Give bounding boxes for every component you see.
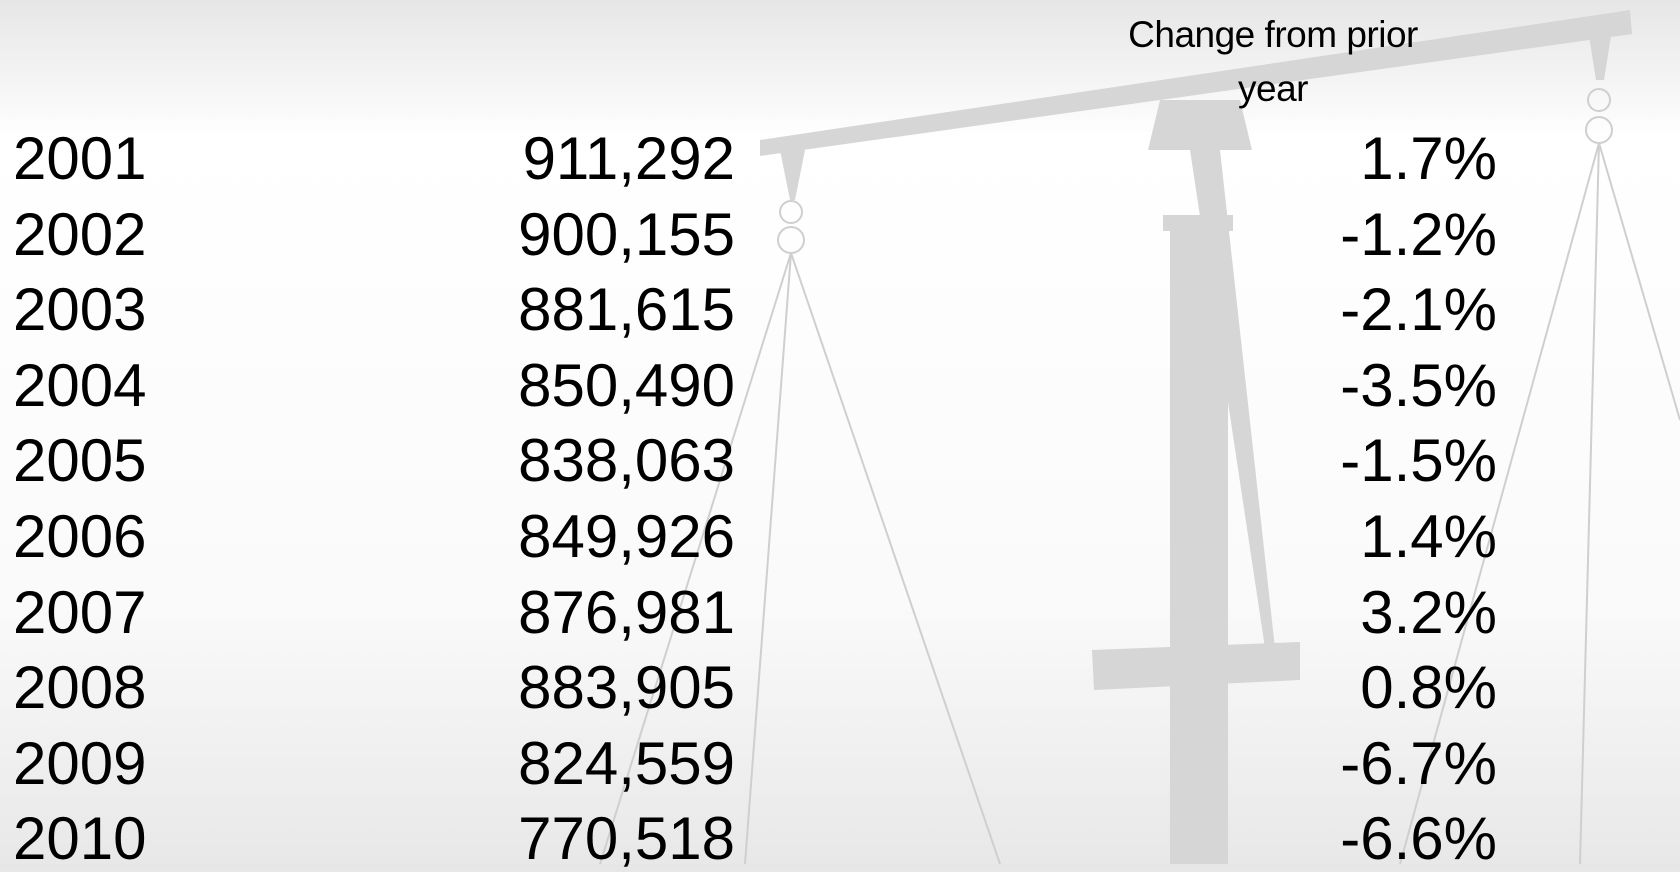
pointer bbox=[1190, 150, 1275, 648]
count-cell: 876,981 bbox=[518, 578, 735, 646]
year-cell: 2010 bbox=[13, 805, 147, 872]
count-cell: 824,559 bbox=[518, 729, 735, 797]
change-cell: -1.2% bbox=[1340, 200, 1497, 268]
change-cell: 3.2% bbox=[1360, 578, 1497, 646]
ring bbox=[1587, 88, 1611, 112]
string bbox=[790, 252, 1001, 864]
count-cell: 911,292 bbox=[522, 125, 735, 192]
year-cell: 2004 bbox=[13, 351, 147, 419]
change-cell: -2.1% bbox=[1340, 276, 1497, 344]
count-cell: 838,063 bbox=[518, 427, 735, 495]
change-cell: -1.5% bbox=[1340, 427, 1497, 495]
ring bbox=[1585, 116, 1613, 144]
year-cell: 2009 bbox=[13, 729, 147, 797]
string bbox=[1399, 142, 1600, 864]
string bbox=[1579, 142, 1600, 864]
count-cell: 770,518 bbox=[518, 805, 735, 872]
hook-left bbox=[780, 150, 805, 200]
year-cell: 2008 bbox=[13, 654, 147, 722]
year-cell: 2003 bbox=[13, 276, 147, 344]
year-cell: 2005 bbox=[13, 427, 147, 495]
change-cell: -3.5% bbox=[1340, 351, 1497, 419]
count-cell: 883,905 bbox=[518, 654, 735, 722]
ring bbox=[779, 200, 803, 224]
beam bbox=[760, 10, 1632, 156]
column-header: Change from prior year bbox=[1128, 14, 1418, 109]
year-cell: 2007 bbox=[13, 578, 147, 646]
count-cell: 881,615 bbox=[518, 276, 735, 344]
change-cell: 0.8% bbox=[1360, 654, 1497, 722]
count-cell: 850,490 bbox=[518, 351, 735, 419]
string bbox=[599, 252, 792, 864]
string bbox=[1598, 142, 1680, 421]
base-plate bbox=[1092, 642, 1300, 690]
count-cell: 900,155 bbox=[518, 200, 735, 268]
hook-right bbox=[1588, 30, 1612, 80]
change-cell: 1.4% bbox=[1360, 503, 1497, 570]
change-cell: -6.7% bbox=[1340, 729, 1497, 797]
year-cell: 2006 bbox=[13, 503, 147, 570]
change-cell: 1.7% bbox=[1360, 125, 1497, 192]
year-cell: 2002 bbox=[13, 200, 147, 268]
ring bbox=[777, 226, 805, 254]
count-cell: 849,926 bbox=[518, 503, 735, 570]
year-cell: 2001 bbox=[13, 125, 147, 192]
string bbox=[744, 252, 792, 864]
pivot bbox=[1148, 100, 1252, 150]
change-cell: -6.6% bbox=[1340, 805, 1497, 872]
